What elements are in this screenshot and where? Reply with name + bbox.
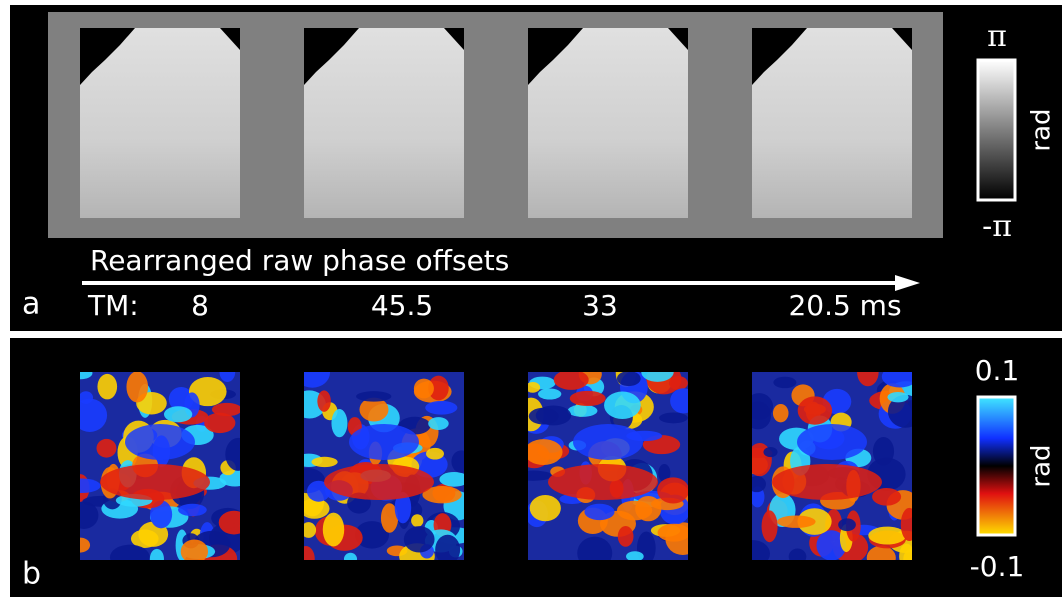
blob (568, 405, 598, 417)
blob (425, 401, 457, 415)
blob (626, 551, 644, 561)
blob (204, 413, 235, 433)
colorbar-min: -0.1 (970, 550, 1025, 583)
blob (657, 477, 689, 503)
blob (178, 504, 207, 516)
blob (331, 409, 347, 437)
blob (181, 539, 208, 563)
colorbar-unit: rad (1027, 108, 1057, 151)
blob (411, 514, 423, 527)
blob (426, 448, 444, 460)
blob (887, 392, 908, 402)
tm-value: 33 (582, 289, 618, 322)
blob (573, 424, 643, 460)
caption: Rearranged raw phase offsets (90, 244, 509, 277)
panel-label: a (22, 287, 40, 322)
blob (97, 439, 117, 458)
blob (428, 417, 448, 430)
blob (777, 515, 816, 527)
blob (618, 526, 634, 547)
panel-label: b (22, 557, 41, 592)
blob (798, 396, 832, 424)
blob (554, 370, 589, 390)
blob (349, 424, 419, 460)
difference-image (514, 359, 700, 570)
tm-value: 20.5 ms (788, 289, 901, 322)
blob (536, 406, 571, 426)
tm-label: TM: (87, 289, 139, 322)
blob (763, 447, 777, 457)
colorbar-max: 0.1 (975, 354, 1020, 387)
blob (97, 374, 117, 400)
blob (762, 510, 778, 542)
blob (414, 379, 434, 399)
blob (100, 464, 210, 500)
blob (872, 488, 901, 506)
difference-image (62, 362, 251, 572)
blob (538, 388, 561, 399)
tm-value: 45.5 (371, 289, 433, 322)
blob (164, 406, 192, 422)
colorbar (978, 60, 1015, 200)
blob (584, 504, 614, 520)
blob (324, 464, 434, 500)
colorbar-max: π (987, 19, 1007, 54)
blob (772, 464, 882, 500)
blob (838, 518, 856, 531)
tm-value: 8 (191, 289, 209, 322)
blob (323, 513, 344, 547)
blob (548, 464, 658, 500)
blob (773, 377, 796, 388)
blob (404, 526, 435, 552)
blob (617, 371, 641, 386)
blob (773, 404, 789, 422)
blob (659, 413, 688, 424)
blob (530, 495, 561, 521)
colorbar (978, 397, 1015, 535)
blob (604, 392, 641, 419)
blob (570, 391, 606, 406)
colorbar-min: -π (982, 209, 1012, 244)
blob (873, 437, 894, 466)
figure: π -π rad Rearranged raw phase offsets TM… (0, 0, 1062, 597)
blob (868, 527, 906, 545)
colorbar-unit: rad (1027, 444, 1057, 487)
blob (797, 424, 867, 460)
blob (317, 390, 330, 411)
difference-image (736, 358, 924, 570)
blob (125, 424, 195, 460)
blob (356, 391, 391, 401)
difference-image (290, 357, 474, 572)
blob (658, 524, 691, 542)
blob (524, 439, 562, 465)
blob (311, 457, 337, 467)
blob (126, 371, 148, 402)
